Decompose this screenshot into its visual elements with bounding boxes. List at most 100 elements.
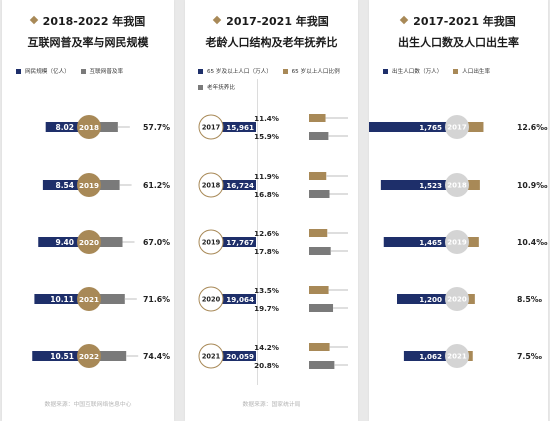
year-label: 2017	[447, 124, 467, 132]
year-circle	[77, 115, 101, 139]
year-label: 2018	[447, 182, 467, 190]
legend-label: 网民规模（亿人）	[25, 69, 70, 75]
panel-births: 2017-2021 年我国 出生人口数及人口出生率 出生人口数（万人） 人口出生…	[369, 0, 548, 421]
legend-row-2: 老年抚养比	[198, 83, 244, 91]
legend-swatch	[198, 68, 203, 74]
legend: 出生人口数（万人） 人口出生率	[383, 67, 499, 75]
year-circle	[198, 172, 224, 198]
rate-value-label: 67.0%	[143, 238, 170, 247]
population-value-label: 16,724	[226, 181, 254, 190]
chart-internet: 8.02 2018 57.7% 8.54 2019 61.2% 9.40 2020 67.0% 1…	[32, 115, 170, 368]
legend-swatch	[383, 68, 388, 74]
birth-rate-bar	[457, 122, 484, 132]
dependency-bar	[309, 304, 334, 312]
panel-subtitle: 出生人口数及人口出生率	[398, 36, 519, 49]
births-bar	[383, 237, 457, 247]
births-value-label: 1,523	[419, 181, 442, 190]
user-value-label: 8.54	[55, 181, 74, 190]
rate-bar	[89, 294, 125, 304]
year-label: 2022	[79, 352, 99, 361]
legend-label: 出生人口数（万人）	[392, 69, 443, 75]
panel-aging: 2017-2021 年我国 老龄人口结构及老年抚养比 65 岁及以上人口（万人）…	[185, 0, 358, 421]
diamond-icon	[29, 15, 38, 25]
year-circle	[445, 287, 469, 311]
legend-item: 65 岁及以上人口（万人）	[198, 67, 272, 75]
dependency-value-label: 15.9%	[254, 132, 279, 141]
rate-bar	[89, 122, 118, 132]
rate-value-label: 74.4%	[143, 352, 170, 361]
year-label: 2020	[202, 296, 221, 304]
legend: 65 岁及以上人口（万人） 65 岁以上人口比例	[198, 67, 349, 75]
legend: 网民规模（亿人） 互联网普及率	[16, 67, 132, 75]
births-value-label: 1,062	[419, 352, 442, 361]
panel-title-text: 2017-2021 年我国	[413, 15, 516, 28]
user-bar	[32, 351, 89, 361]
dependency-value-label: 19.7%	[254, 304, 279, 313]
legend-label: 互联网普及率	[89, 69, 124, 75]
share-value-label: 12.6%	[254, 229, 279, 238]
year-label: 2021	[202, 353, 221, 361]
panel-title: 2018-2022 年我国	[2, 13, 174, 29]
user-bar	[34, 294, 89, 304]
dependency-bar	[309, 247, 331, 255]
legend-item: 出生人口数（万人）	[383, 67, 442, 75]
births-bar	[403, 351, 457, 361]
population-bar	[221, 237, 256, 247]
year-circle	[198, 286, 224, 312]
year-label: 2018	[202, 182, 221, 190]
legend-label: 人口出生率	[462, 69, 491, 75]
year-circle	[198, 343, 224, 369]
divider-line	[257, 79, 258, 385]
legend-swatch	[80, 68, 86, 74]
rate-value-label: 57.7%	[143, 123, 170, 132]
rate-bar	[89, 237, 123, 247]
year-label: 2017	[202, 124, 221, 132]
year-label: 2020	[447, 296, 467, 304]
legend-item: 老年抚养比	[198, 83, 235, 91]
dependency-value-label: 17.8%	[254, 247, 279, 256]
legend-item: 人口出生率	[453, 67, 490, 75]
population-value-label: 19,064	[226, 295, 254, 304]
diamond-icon	[399, 15, 409, 25]
birth-rate-value-label: 8.5‰	[517, 295, 543, 304]
rate-value-label: 71.6%	[143, 295, 170, 304]
panel-title-text: 2018-2022 年我国	[42, 15, 146, 28]
births-value-label: 1,465	[419, 238, 442, 247]
share-bar	[309, 172, 327, 180]
data-source: 数据来源：国家统计局	[242, 402, 301, 408]
user-bar	[38, 237, 89, 247]
year-circle	[445, 173, 469, 197]
births-bar	[380, 180, 457, 190]
year-circle	[77, 173, 101, 197]
births-bar	[397, 294, 457, 304]
user-bar	[42, 180, 89, 190]
panel-subtitle: 老龄人口结构及老年抚养比	[205, 36, 338, 49]
share-value-label: 11.9%	[254, 172, 279, 181]
population-value-label: 20,059	[226, 352, 254, 361]
population-bar	[221, 122, 256, 132]
population-bar	[221, 180, 256, 190]
legend-label: 老年抚养比	[207, 85, 235, 91]
legend-swatch	[198, 84, 203, 90]
year-circle	[77, 344, 101, 368]
rate-bar	[89, 351, 127, 361]
panel-internet: 2018-2022 年我国 互联网普及率与网民规模 网民规模（亿人） 互联网普及…	[2, 0, 174, 421]
births-bar	[369, 122, 457, 132]
year-circle	[77, 230, 101, 254]
legend-swatch	[282, 68, 288, 74]
panel-title: 2017-2021 年我国	[185, 13, 358, 29]
share-value-label: 13.5%	[254, 286, 279, 295]
rate-value-label: 61.2%	[143, 181, 170, 190]
diamond-icon	[212, 15, 222, 25]
rate-bar	[89, 180, 120, 190]
panel-title: 2017-2021 年我国	[369, 13, 548, 29]
legend-label: 65 岁以上人口比例	[291, 69, 340, 75]
birth-rate-value-label: 12.6‰	[517, 123, 548, 132]
births-value-label: 1,200	[419, 295, 442, 304]
user-value-label: 9.40	[55, 238, 74, 247]
panel-subtitle: 互联网普及率与网民规模	[27, 36, 149, 49]
share-bar	[309, 343, 330, 351]
population-value-label: 15,961	[226, 123, 254, 132]
share-bar	[309, 229, 328, 237]
share-bar	[309, 114, 326, 122]
